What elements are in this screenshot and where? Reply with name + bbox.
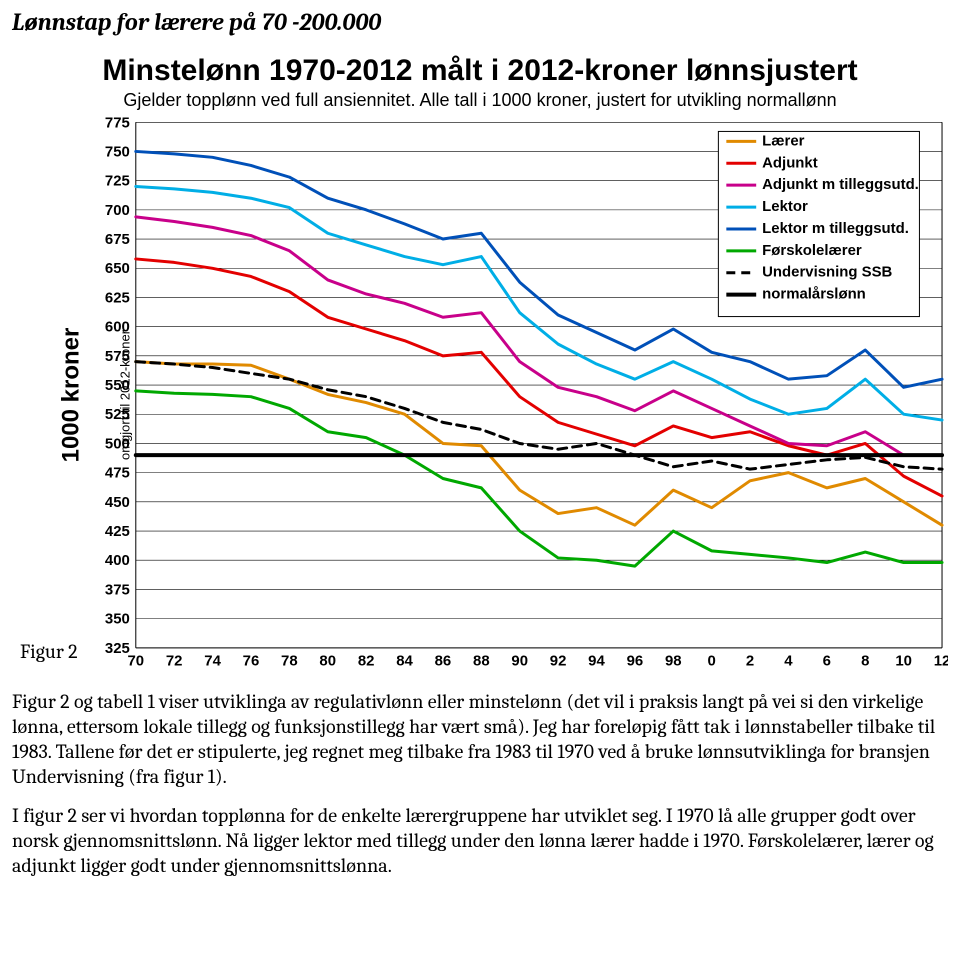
- svg-text:10: 10: [895, 653, 912, 670]
- chart-subtitle: Gjelder topplønn ved full ansiennitet. A…: [12, 90, 948, 111]
- svg-text:725: 725: [105, 173, 130, 190]
- yaxis-sub: omgjort til 2012-kroner: [118, 330, 133, 460]
- svg-text:8: 8: [861, 653, 869, 670]
- svg-text:325: 325: [105, 640, 130, 657]
- svg-text:4: 4: [784, 653, 793, 670]
- svg-text:425: 425: [105, 523, 130, 540]
- svg-text:0: 0: [708, 653, 716, 670]
- svg-text:475: 475: [105, 465, 130, 482]
- svg-text:Lærer: Lærer: [762, 132, 804, 149]
- svg-text:2: 2: [746, 653, 754, 670]
- svg-text:350: 350: [105, 611, 130, 628]
- svg-text:98: 98: [665, 653, 682, 670]
- svg-text:84: 84: [396, 653, 413, 670]
- svg-text:625: 625: [105, 289, 130, 306]
- svg-text:400: 400: [105, 552, 130, 569]
- chart-container: 1000 kroner omgjort til 2012-kroner Figu…: [12, 115, 948, 675]
- doc-title: Lønnstap for lærere på 70 -200.000: [12, 8, 948, 36]
- svg-text:96: 96: [627, 653, 644, 670]
- svg-text:78: 78: [281, 653, 298, 670]
- svg-text:normalårslønn: normalårslønn: [762, 286, 866, 303]
- svg-text:72: 72: [166, 653, 183, 670]
- line-chart: 3253503754004254504755005255505756006256…: [92, 115, 948, 675]
- paragraph-2: I figur 2 ser vi hvordan topplønna for d…: [12, 803, 948, 878]
- svg-text:700: 700: [105, 202, 130, 219]
- paragraph-1: Figur 2 og tabell 1 viser utviklinga av …: [12, 689, 948, 789]
- svg-text:82: 82: [358, 653, 375, 670]
- chart-title: Minstelønn 1970-2012 målt i 2012-kroner …: [12, 54, 948, 88]
- svg-text:74: 74: [204, 653, 221, 670]
- svg-text:375: 375: [105, 581, 130, 598]
- svg-text:76: 76: [243, 653, 260, 670]
- yaxis-title: 1000 kroner: [57, 328, 85, 463]
- svg-text:775: 775: [105, 115, 130, 131]
- svg-text:750: 750: [105, 143, 130, 160]
- svg-text:80: 80: [319, 653, 336, 670]
- svg-text:450: 450: [105, 494, 130, 511]
- svg-text:88: 88: [473, 653, 490, 670]
- svg-text:6: 6: [823, 653, 831, 670]
- svg-text:675: 675: [105, 231, 130, 248]
- svg-text:Lektor: Lektor: [762, 198, 808, 215]
- svg-text:92: 92: [550, 653, 567, 670]
- svg-text:Undervisning SSB: Undervisning SSB: [762, 264, 892, 281]
- svg-text:Adjunkt: Adjunkt: [762, 154, 818, 171]
- figure-label: Figur 2: [20, 640, 78, 663]
- svg-text:Lektor m tilleggsutd.: Lektor m tilleggsutd.: [762, 220, 909, 237]
- svg-text:90: 90: [511, 653, 528, 670]
- svg-text:650: 650: [105, 260, 130, 277]
- svg-text:94: 94: [588, 653, 605, 670]
- svg-text:Adjunkt m tilleggsutd.: Adjunkt m tilleggsutd.: [762, 176, 919, 193]
- svg-text:12: 12: [934, 653, 948, 670]
- svg-text:Førskolelærer: Førskolelærer: [762, 242, 862, 259]
- svg-text:86: 86: [435, 653, 452, 670]
- svg-text:70: 70: [127, 653, 144, 670]
